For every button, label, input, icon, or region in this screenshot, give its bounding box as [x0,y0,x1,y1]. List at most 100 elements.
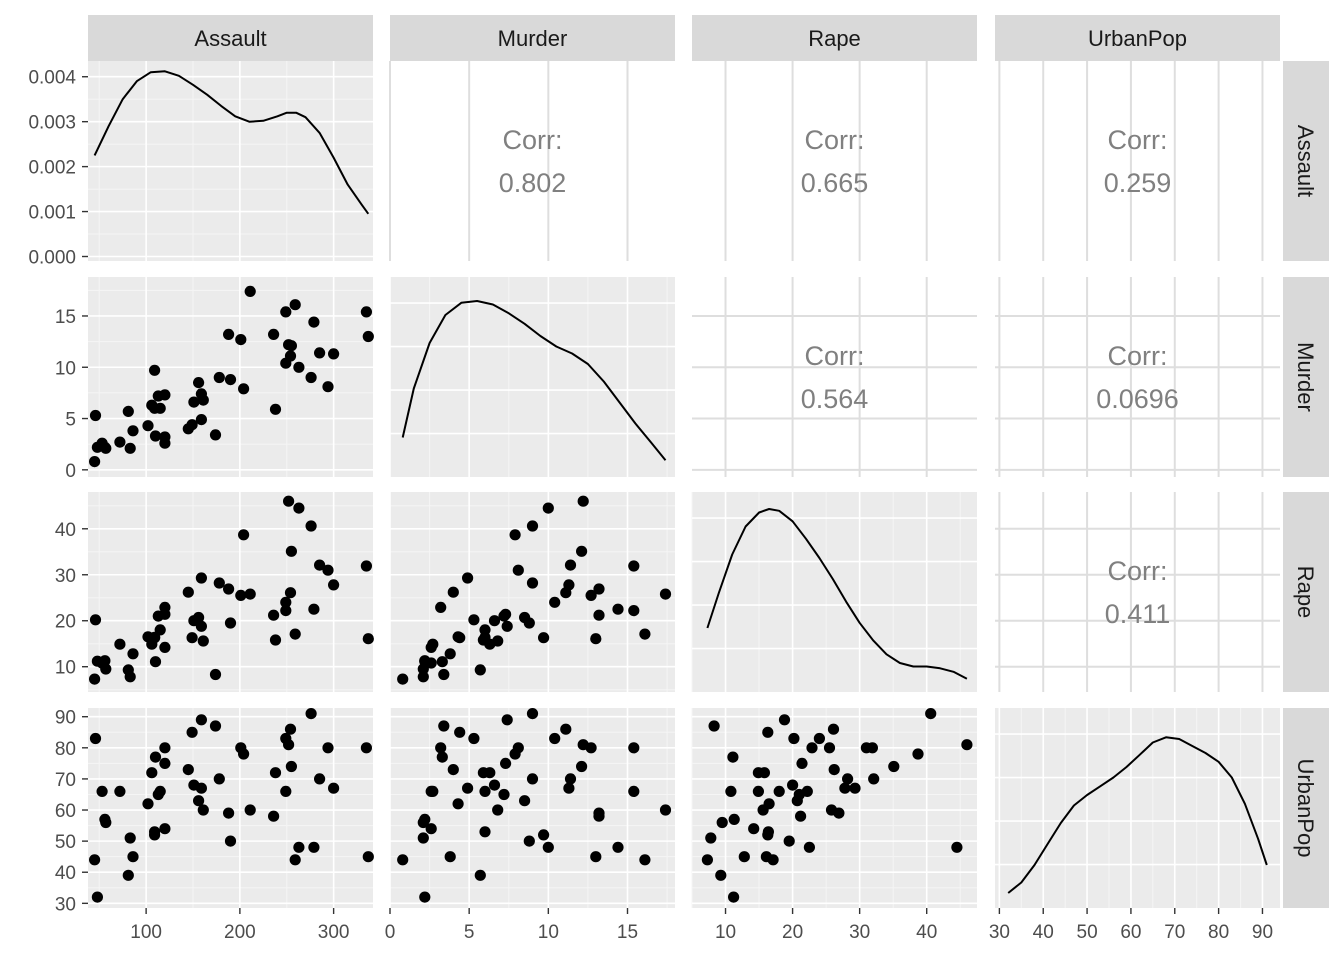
panel-assault-vs-rape: Corr: 0.665 [692,61,977,261]
scatter-point [314,773,326,785]
corr-value: 0.665 [801,168,869,198]
scatter-point [823,742,836,754]
panel-murder-vs-assault [88,277,374,477]
scatter-point [268,328,280,340]
scatter-point [417,832,429,844]
scatter-point [436,751,448,763]
scatter-point [435,742,447,754]
scatter-point [828,764,840,776]
scatter-point [269,767,282,779]
scatter-point [322,564,334,576]
scatter-point [519,611,531,624]
scatter-point [526,708,539,720]
scatter-point [305,371,317,384]
scatter-point [284,350,297,362]
scatter-point [563,782,575,794]
strip-label-right-assault: Assault [1293,125,1318,197]
scatter-point [560,723,572,735]
scatter-point [725,785,737,798]
scatter-point [462,782,474,794]
x-tick-label: 70 [1164,922,1185,943]
scatter-point [149,826,161,838]
scatter-point [564,773,577,785]
panel-rape-vs-murder [389,492,675,692]
scatter-point [488,615,501,627]
scatter-point [195,572,207,584]
strip-right-urbanpop [1283,708,1329,908]
scatter-point [628,605,640,617]
corr-value: 0.411 [1105,599,1171,629]
scatter-point [868,773,880,785]
scatter-point [223,583,235,595]
scatter-point [195,414,207,426]
scatter-point [360,306,372,318]
scatter-point [89,854,101,866]
scatter-point [757,804,769,816]
scatter-point [96,657,108,669]
scatter-point [197,394,209,406]
scatter-point [159,601,171,614]
scatter-point [708,720,720,732]
scatter-point [280,605,292,617]
x-tick-label: 30 [989,922,1010,943]
strip-label-top-urbanpop: UrbanPop [1088,26,1187,51]
scatter-point [788,732,800,745]
scatter-point [526,773,539,785]
scatter-point [283,339,295,351]
y-tick-label: 20 [55,612,76,633]
y-tick-label: 0.003 [28,113,76,134]
scatter-point [328,348,340,360]
panel-background [390,61,675,261]
scatter-point [659,804,672,816]
x-tick-label: 90 [1252,922,1273,943]
y-tick-label: 0.004 [28,68,76,89]
scatter-point [512,564,524,576]
scatter-point [159,389,171,401]
x-tick-label: 20 [782,922,803,943]
scatter-point [888,760,900,773]
scatter-point [146,638,158,650]
scatter-point [289,854,301,866]
scatter-point [268,609,280,621]
scatter-point [213,371,225,384]
scatter-point [280,785,292,798]
strip-label-top-rape: Rape [808,26,861,51]
scatter-point [122,869,134,881]
scatter-point [186,726,198,738]
strip-label-right-urbanpop: UrbanPop [1293,758,1318,857]
scatter-point [791,795,803,807]
x-tick-label: 40 [916,922,937,943]
scatter-point [492,635,504,647]
scatter-point [293,841,305,853]
scatter-point [728,813,740,826]
scatter-point [593,807,605,819]
panel-background [692,61,977,261]
panel-background [995,277,1280,477]
scatter-point [538,829,550,841]
y-tick-label: 30 [55,894,76,915]
scatter-point [509,748,521,760]
scatter-point [159,742,171,754]
x-tick-label: 100 [130,922,162,943]
scatter-point [142,420,154,432]
x-tick-label: 60 [1120,922,1141,943]
scatter-point [549,732,561,745]
x-tick-label: 10 [538,922,559,943]
x-tick-label: 0 [385,922,396,943]
scatter-point [244,588,256,600]
scatter-point [612,603,624,615]
scatter-point [283,495,295,507]
scatter-point [419,891,431,903]
scatter-point [866,742,879,754]
scatter-point [806,742,818,754]
y-tick-label: 5 [65,410,76,431]
scatter-point [209,720,222,732]
scatter-point [122,405,134,417]
scatter-point [195,714,207,726]
scatter-point [114,436,126,448]
scatter-point [474,869,486,881]
scatter-point [748,823,760,835]
scatter-point [961,739,973,751]
scatter-point [244,285,256,297]
scatter-point [193,611,205,624]
